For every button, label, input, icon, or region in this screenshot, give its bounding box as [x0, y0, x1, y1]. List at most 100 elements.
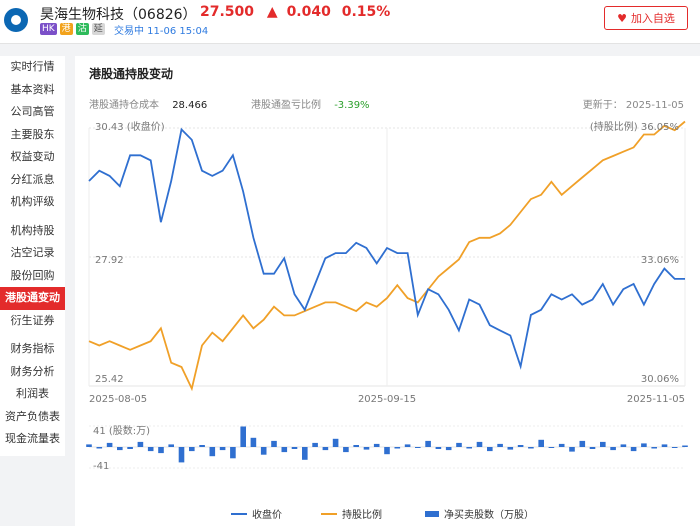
badge-connect: 港: [59, 23, 73, 35]
net-shares-bar: [106, 442, 113, 447]
net-shares-bar: [332, 438, 339, 447]
sidebar-item-shareholders[interactable]: 主要股东: [10, 127, 55, 141]
legend-line-blue-icon: [231, 512, 247, 515]
profit-loss-value: -3.39%: [334, 100, 370, 111]
sidebar-item-income[interactable]: 利润表: [16, 387, 49, 400]
net-shares-bar: [158, 447, 164, 454]
net-shares-bar: [415, 447, 421, 448]
net-shares-bar: [281, 447, 288, 453]
sidebar-item-cashflow[interactable]: 现金流量表: [5, 432, 60, 445]
series-holding-ratio-line: [88, 120, 686, 392]
net-shares-bar: [517, 445, 524, 447]
legend-close-price[interactable]: 收盘价: [231, 506, 282, 521]
net-shares-bar: [250, 437, 257, 447]
net-shares-bar: [291, 447, 298, 449]
sidebar-item-connect-change[interactable]: 港股通变动: [0, 287, 65, 310]
net-shares-bar: [651, 447, 657, 449]
sidebar-item-institution[interactable]: 机构持股: [10, 223, 55, 237]
price-change-pct: 0.15%: [341, 4, 391, 20]
net-shares-bar: [671, 447, 678, 448]
net-shares-bar: [589, 447, 596, 449]
badge-hk: HK: [40, 23, 57, 35]
net-shares-bar: [168, 444, 174, 447]
sidebar-item-derivatives[interactable]: 衍生证券: [10, 313, 55, 327]
sidebar-item-buyback[interactable]: 股份回购: [10, 268, 55, 282]
net-shares-bar: [425, 440, 431, 447]
net-shares-bar: [137, 441, 144, 447]
net-shares-bar: [363, 447, 370, 450]
panel-title: 港股通持股变动: [89, 67, 174, 81]
market-badges: HK 港 沽 延: [40, 23, 105, 35]
net-shares-bar: [219, 447, 226, 451]
stock-name: 昊海生物科技（06826）: [40, 7, 197, 23]
net-shares-bar: [302, 447, 308, 460]
updated-time: 更新于： 2025-11-05: [582, 100, 684, 111]
net-shares-bar: [548, 447, 555, 448]
net-shares-bar: [435, 447, 442, 449]
sidebar-item-rating[interactable]: 机构评级: [10, 195, 55, 208]
net-shares-bar: [497, 443, 503, 447]
net-shares-bar: [322, 447, 329, 451]
net-shares-bar: [384, 447, 390, 455]
net-shares-bar: [569, 447, 575, 452]
net-shares-bar: [620, 444, 627, 447]
sidebar-item-executives[interactable]: 公司高管: [10, 105, 55, 118]
right-axis-top-label: (持股比例) 36.05%: [590, 120, 679, 133]
legend-net-shares[interactable]: 净买卖股数（万股）: [425, 506, 534, 521]
net-shares-bar: [312, 442, 318, 447]
net-shares-bar: [538, 439, 544, 447]
sidebar-item-dividend[interactable]: 分红派息: [10, 172, 55, 186]
net-shares-bar: [199, 445, 205, 447]
net-shares-bar: [373, 443, 380, 447]
triangle-up-icon: ▲: [266, 4, 278, 20]
net-shares-bar: [507, 447, 514, 450]
left-axis-top-label: 30.43 (收盘价): [95, 120, 165, 133]
sidebar-item-equity-change[interactable]: 权益变动: [10, 150, 55, 163]
trading-status: 交易中 11-06 15:04: [114, 26, 209, 37]
net-shares-bar: [610, 447, 616, 451]
holding-chart: 30.43 (收盘价) 27.92 25.42 (持股比例) 36.05% 33.06%…: [86, 120, 688, 472]
sidebar-item-balance[interactable]: 资产负债表: [5, 409, 60, 423]
legend-holding-ratio[interactable]: 持股比例: [321, 506, 382, 521]
net-shares-bar: [600, 441, 606, 447]
company-logo-icon: [4, 8, 28, 32]
net-shares-bar: [630, 447, 637, 452]
profit-loss: 港股通盈亏比例 -3.39%: [251, 96, 370, 111]
right-axis-bottom-label: 30.06%: [641, 374, 679, 385]
sidebar-item-profile[interactable]: 基本资料: [10, 82, 55, 96]
net-shares-bar: [353, 445, 359, 447]
net-shares-bar: [558, 443, 565, 447]
holding-cost-label: 港股通持仓成本: [89, 100, 159, 111]
sidebar-item-financial-index[interactable]: 财务指标: [10, 342, 55, 355]
legend-holding-ratio-label: 持股比例: [342, 510, 382, 521]
net-shares-bar: [661, 444, 668, 447]
sidebar-item-realtime[interactable]: 实时行情: [10, 60, 55, 73]
add-watchlist-button[interactable]: ♥ 加入自选: [604, 6, 688, 30]
net-shares-bar: [404, 444, 411, 447]
net-shares-bar: [147, 447, 154, 452]
net-shares-bar: [178, 447, 185, 463]
net-shares-bar: [466, 447, 472, 449]
net-shares-bar: [240, 426, 246, 447]
net-shares-bar: [682, 445, 688, 447]
series-close-price-line: [88, 127, 685, 370]
net-shares-bar: [127, 447, 133, 449]
net-shares-bar: [343, 447, 349, 453]
net-shares-bar: [271, 440, 277, 447]
x-tick-label: 2025-09-15: [358, 394, 416, 405]
price-change: 0.040: [286, 4, 331, 20]
profit-loss-label: 港股通盈亏比例: [251, 100, 321, 111]
sidebar-item-financial-analysis[interactable]: 财务分析: [10, 364, 55, 378]
net-shares-bar: [260, 447, 267, 455]
net-shares-bar: [96, 447, 103, 449]
holding-cost: 港股通持仓成本 28.466: [89, 96, 207, 111]
net-shares-bar: [394, 447, 401, 449]
sidebar-item-short-record[interactable]: 沽空记录: [10, 246, 55, 259]
stock-header: 昊海生物科技（06826） 27.500 ▲ 0.040 0.15% HK 港 …: [0, 0, 700, 44]
net-shares-bar: [209, 447, 216, 457]
holding-cost-value: 28.466: [172, 100, 208, 111]
net-shares-bar: [445, 447, 452, 451]
add-watchlist-label: 加入自选: [630, 12, 675, 25]
badge-short: 沽: [75, 23, 89, 35]
x-tick-label: 2025-08-05: [89, 394, 147, 405]
